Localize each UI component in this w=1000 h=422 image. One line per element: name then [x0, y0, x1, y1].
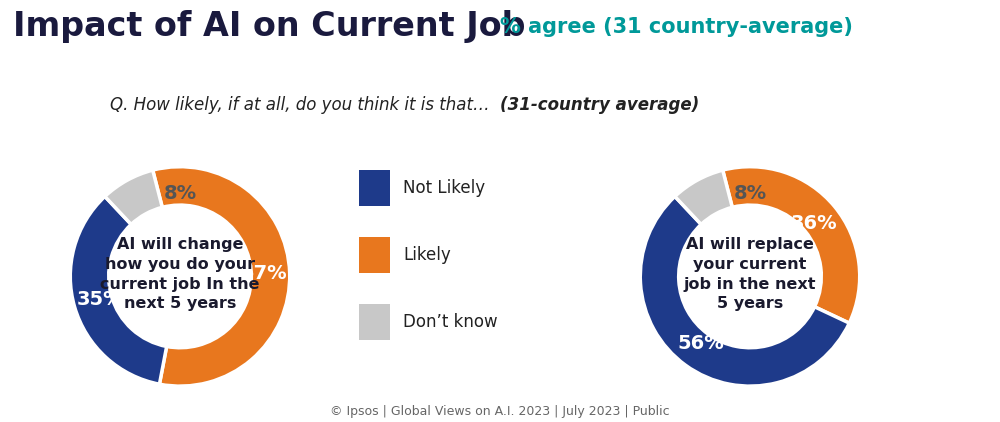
Text: Not Likely: Not Likely [403, 179, 486, 197]
Text: © Ipsos | Global Views on A.I. 2023 | July 2023 | Public: © Ipsos | Global Views on A.I. 2023 | Ju… [330, 405, 670, 418]
Wedge shape [105, 170, 162, 225]
Text: AI will change
how you do your
current job In the
next 5 years: AI will change how you do your current j… [100, 237, 260, 311]
Text: 8%: 8% [733, 184, 767, 203]
Text: Likely: Likely [403, 246, 451, 264]
FancyBboxPatch shape [359, 237, 390, 273]
Wedge shape [70, 196, 167, 384]
Text: Don’t know: Don’t know [403, 313, 498, 331]
Text: Q. How likely, if at all, do you think it is that…: Q. How likely, if at all, do you think i… [110, 97, 500, 114]
Text: 57%: 57% [240, 264, 287, 283]
Text: Impact of AI on Current Job: Impact of AI on Current Job [13, 10, 526, 43]
Wedge shape [675, 170, 732, 225]
Text: 8%: 8% [163, 184, 197, 203]
FancyBboxPatch shape [359, 170, 390, 206]
Text: 35%: 35% [77, 290, 123, 309]
Text: % agree (31 country-average): % agree (31 country-average) [500, 16, 853, 37]
Text: AI will replace
your current
job in the next
5 years: AI will replace your current job in the … [684, 237, 816, 311]
FancyBboxPatch shape [359, 303, 390, 340]
Text: 36%: 36% [791, 214, 838, 233]
Text: (31-country average): (31-country average) [500, 97, 699, 114]
Wedge shape [640, 196, 849, 386]
Wedge shape [723, 167, 860, 323]
Text: 56%: 56% [678, 334, 724, 353]
Wedge shape [153, 167, 290, 386]
